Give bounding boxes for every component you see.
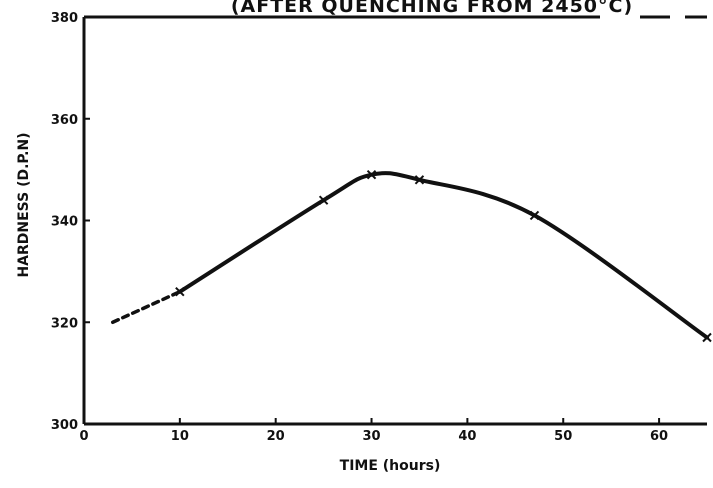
chart-title: (AFTER QUENCHING FROM 2450°C) <box>231 0 633 17</box>
marker-layer <box>175 170 712 343</box>
y-tick-label: 380 <box>51 11 78 26</box>
x-tick-label: 30 <box>362 429 380 444</box>
curve-layer <box>111 171 709 340</box>
data-point-stroke <box>175 287 185 297</box>
data-point-stroke <box>414 175 425 185</box>
y-tick-label: 320 <box>51 316 78 331</box>
data-point <box>318 195 329 205</box>
x-tick-label: 20 <box>267 429 285 444</box>
data-point-stroke <box>529 210 540 221</box>
y-tick-label: 300 <box>51 418 78 433</box>
data-point <box>414 175 425 185</box>
x-tick-label: 40 <box>458 429 476 444</box>
data-point <box>366 170 377 180</box>
y-tick-label: 360 <box>51 113 78 128</box>
x-tick-label: 10 <box>171 429 189 444</box>
data-point <box>529 210 540 221</box>
plot-frame <box>82 15 707 426</box>
x-tick-label: 0 <box>79 429 88 444</box>
data-point <box>175 287 185 297</box>
y-tick-label: 340 <box>51 215 78 230</box>
data-point-stroke <box>366 170 377 180</box>
data-point-stroke <box>702 332 712 343</box>
data-point-stroke <box>318 195 329 205</box>
x-axis-title: TIME (hours) <box>340 458 441 474</box>
data-point <box>702 332 712 343</box>
x-tick-label: 60 <box>650 429 668 444</box>
x-tick-label: 50 <box>554 429 572 444</box>
dashed-extension-line <box>111 289 182 324</box>
axis-ticks: 0 10 20 30 40 50 60 300 320 340 360 380 <box>51 11 668 444</box>
series-line <box>177 171 709 340</box>
y-axis-title: HARDNESS (D.P.N) <box>16 132 32 277</box>
